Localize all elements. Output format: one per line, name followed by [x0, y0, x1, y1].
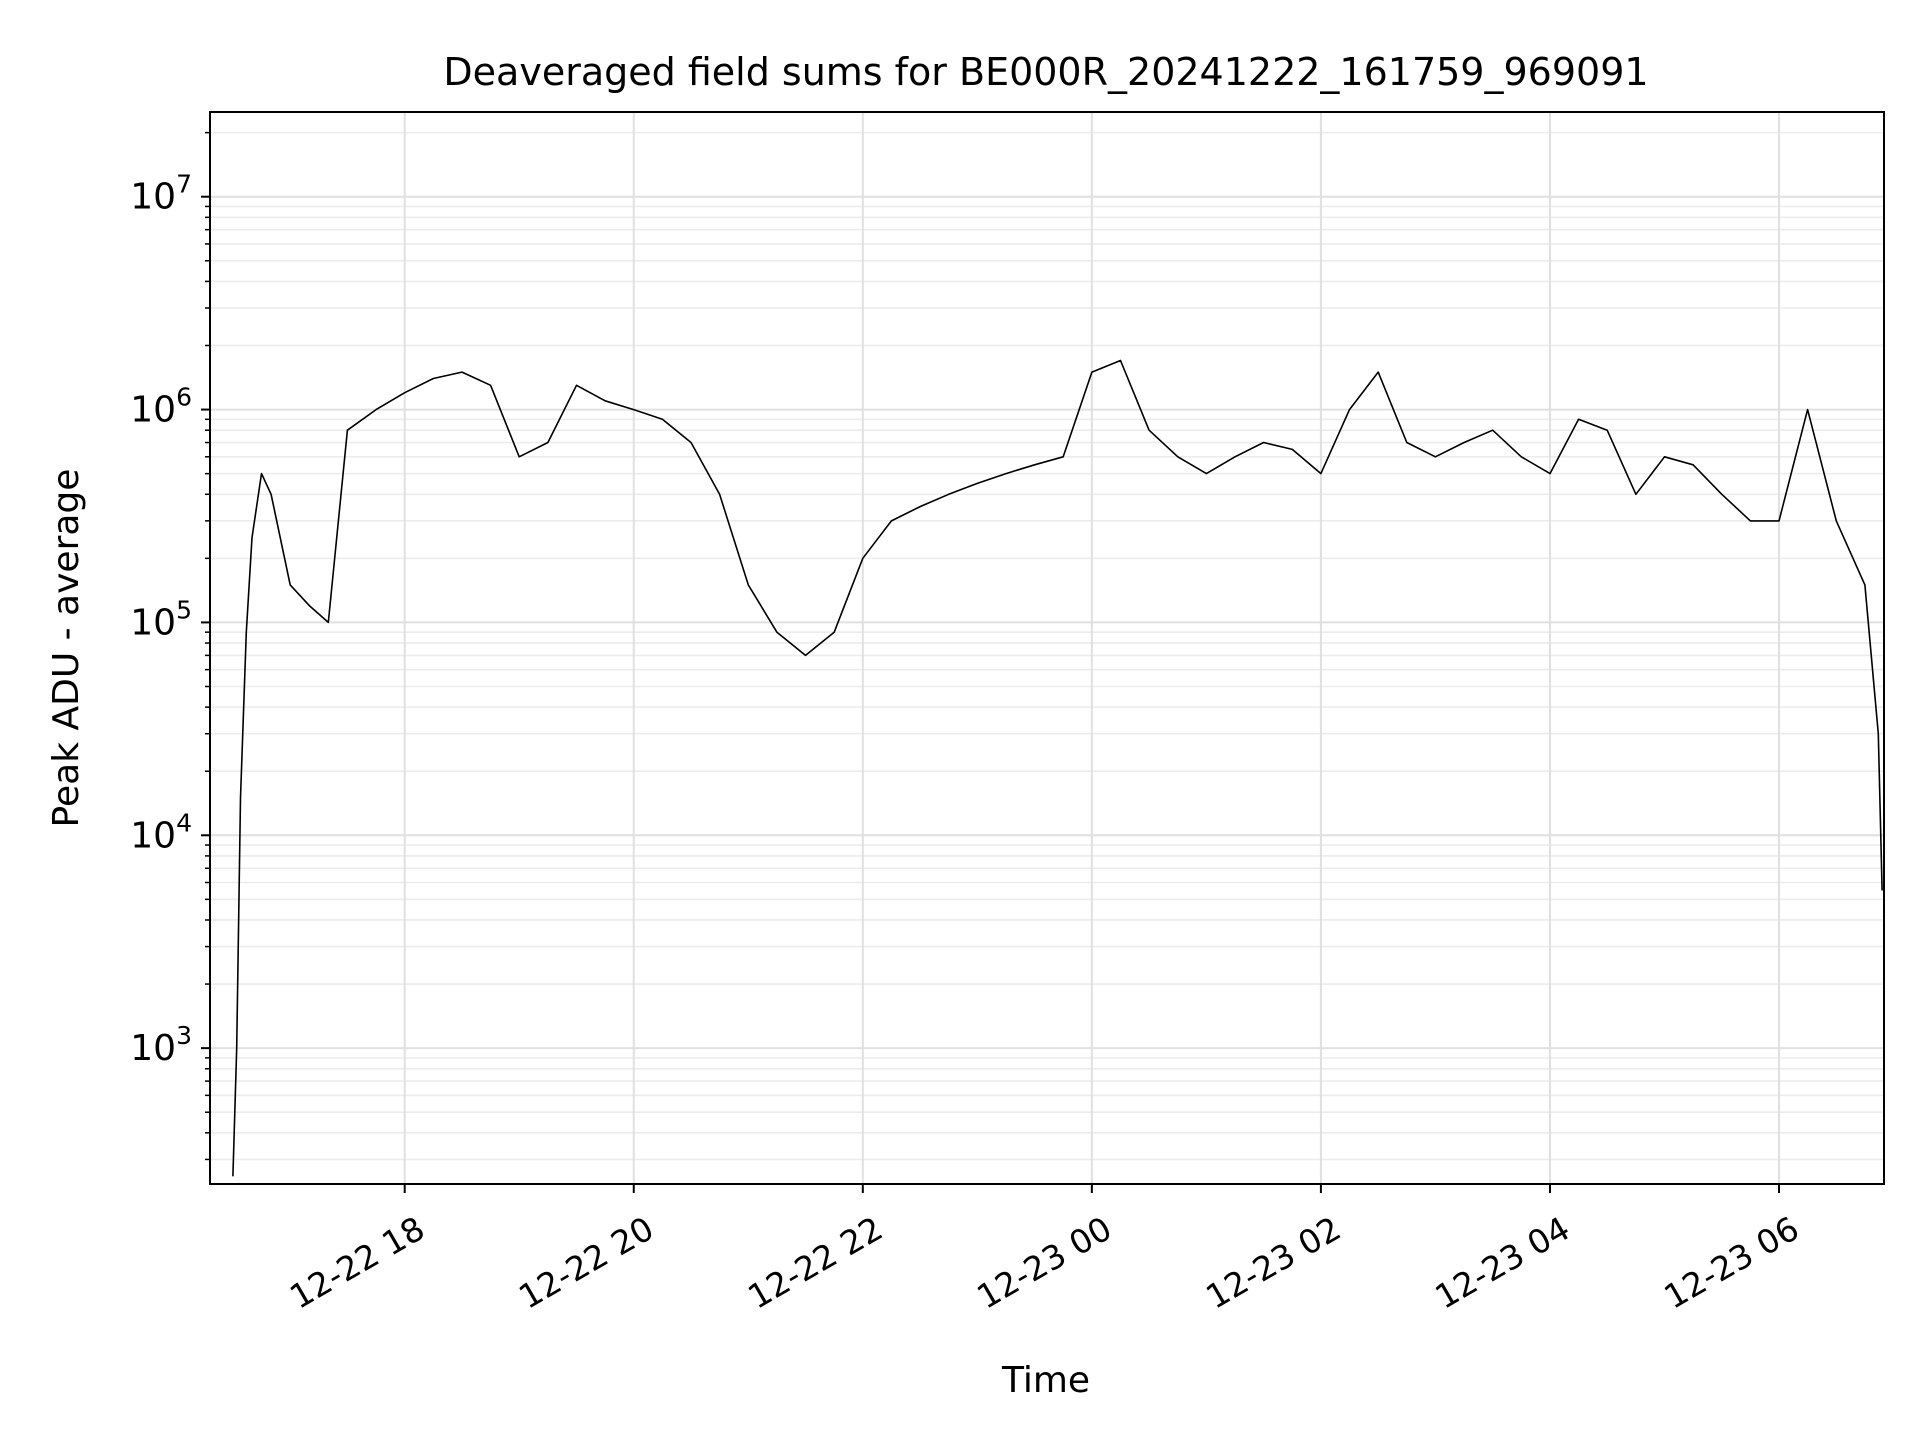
x-axis-label: Time: [1001, 1360, 1090, 1401]
y-tick-label: 105: [130, 595, 192, 643]
y-tick-label: 107: [130, 170, 192, 218]
y-axis-label: Peak ADU - average: [46, 469, 87, 828]
plot-frame: [209, 111, 1885, 1185]
chart-title: Deaveraged field sums for BE000R_2024122…: [443, 50, 1648, 94]
grid-lines: [210, 112, 1884, 1184]
series-layer: [232, 359, 1883, 1177]
y-tick-label: 104: [130, 808, 192, 856]
y-tick-label: 103: [130, 1021, 192, 1069]
y-axis: 103 104 105 106 107: [130, 131, 210, 1161]
series-line-0: [232, 359, 1883, 1177]
y-tick-label: 106: [130, 383, 192, 431]
